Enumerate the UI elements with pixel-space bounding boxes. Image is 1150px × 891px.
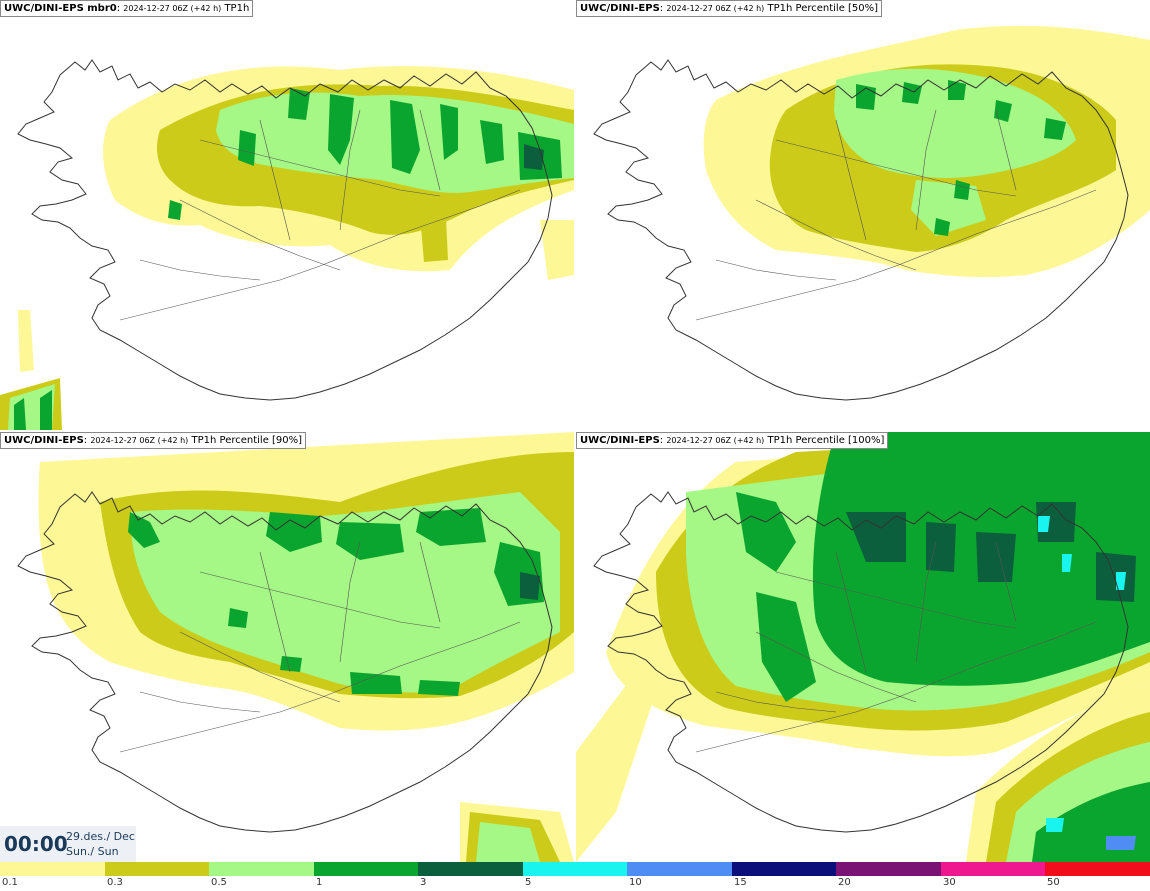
legend-label: 30 xyxy=(943,877,956,888)
precip-level-5 xyxy=(846,502,1136,602)
model-name: UWC/DINI-EPS xyxy=(4,435,84,446)
legend-swatch xyxy=(940,862,1046,876)
precip-level-2 xyxy=(420,215,448,262)
map-panel-p50: UWC/DINI-EPS: 2024-12-27 06Z (+42 h) TP1… xyxy=(576,0,1150,430)
legend-swatch xyxy=(1045,862,1150,876)
run-time: 2024-12-27 06Z (+42 h) xyxy=(90,436,189,445)
legend-swatch xyxy=(522,862,628,876)
model-name: UWC/DINI-EPS xyxy=(580,435,660,446)
model-name: UWC/DINI-EPS mbr0 xyxy=(4,3,117,14)
precip-areas xyxy=(0,66,574,430)
valid-date: 29.des./ Dec xyxy=(66,830,135,843)
precip-areas xyxy=(576,432,1150,862)
precip-level-1 xyxy=(576,672,656,862)
field-name: TP1h Percentile [50%] xyxy=(767,3,879,14)
precipitation-map xyxy=(593,25,1150,401)
precip-level-1 xyxy=(18,310,34,372)
legend-label: 50 xyxy=(1047,877,1060,888)
run-time: 2024-12-27 06Z (+42 h) xyxy=(123,4,222,13)
valid-time: 00:00 xyxy=(4,832,68,856)
legend-label: 5 xyxy=(525,877,532,888)
run-time: 2024-12-27 06Z (+42 h) xyxy=(666,4,765,13)
precipitation-map xyxy=(0,59,574,430)
run-time: 2024-12-27 06Z (+42 h) xyxy=(666,436,765,445)
panel-title: UWC/DINI-EPS: 2024-12-27 06Z (+42 h) TP1… xyxy=(576,432,889,449)
precip-areas xyxy=(703,25,1150,278)
legend-swatch xyxy=(836,862,941,876)
legend-swatch xyxy=(418,862,523,876)
legend-swatch xyxy=(313,862,419,876)
precipitation-map xyxy=(17,432,574,862)
panel-title: UWC/DINI-EPS: 2024-12-27 06Z (+42 h) TP1… xyxy=(0,432,307,449)
field-name: TP1h Percentile [100%] xyxy=(767,435,885,446)
valid-time-box: 00:00 29.des./ Dec Sun./ Sun xyxy=(0,826,136,862)
map-panel-p100: UWC/DINI-EPS: 2024-12-27 06Z (+42 h) TP1… xyxy=(576,432,1150,862)
map-panel-p90: UWC/DINI-EPS: 2024-12-27 06Z (+42 h) TP1… xyxy=(0,432,574,862)
precip-level-4 xyxy=(168,88,562,220)
legend-label: 0.5 xyxy=(211,877,227,888)
legend-label: 3 xyxy=(420,877,427,888)
map-panel-mbr0: UWC/DINI-EPS mbr0: 2024-12-27 06Z (+42 h… xyxy=(0,0,574,430)
precip-areas xyxy=(38,432,574,862)
precip-level-4 xyxy=(14,390,52,430)
precipitation-map xyxy=(576,432,1150,862)
color-legend: 0.1 0.3 0.5 1 3 5 10 15 20 30 50 xyxy=(0,862,1150,891)
legend-label: 0.3 xyxy=(107,877,123,888)
legend-swatch xyxy=(731,862,837,876)
panel-divider xyxy=(0,430,1150,432)
precip-level-1 xyxy=(540,220,574,280)
precip-level-3 xyxy=(476,822,540,862)
field-name: TP1h Percentile [90%] xyxy=(191,435,303,446)
legend-swatch xyxy=(0,862,105,876)
legend-swatch xyxy=(209,862,314,876)
legend-label: 15 xyxy=(734,877,747,888)
precip-level-5 xyxy=(520,572,540,600)
precip-level-5 xyxy=(524,144,544,170)
precip-level-3 xyxy=(834,68,1076,178)
field-name: TP1h xyxy=(224,3,250,14)
legend-swatch xyxy=(104,862,210,876)
panel-title: UWC/DINI-EPS mbr0: 2024-12-27 06Z (+42 h… xyxy=(0,0,254,17)
legend-label: 20 xyxy=(838,877,851,888)
panel-title: UWC/DINI-EPS: 2024-12-27 06Z (+42 h) TP1… xyxy=(576,0,883,17)
precip-level-7 xyxy=(1106,836,1136,850)
legend-label: 1 xyxy=(316,877,323,888)
legend-swatch xyxy=(627,862,732,876)
valid-day: Sun./ Sun xyxy=(66,845,119,858)
legend-color-bar xyxy=(0,862,1150,876)
model-name: UWC/DINI-EPS xyxy=(580,3,660,14)
legend-label: 10 xyxy=(629,877,642,888)
legend-label: 0.1 xyxy=(2,877,18,888)
